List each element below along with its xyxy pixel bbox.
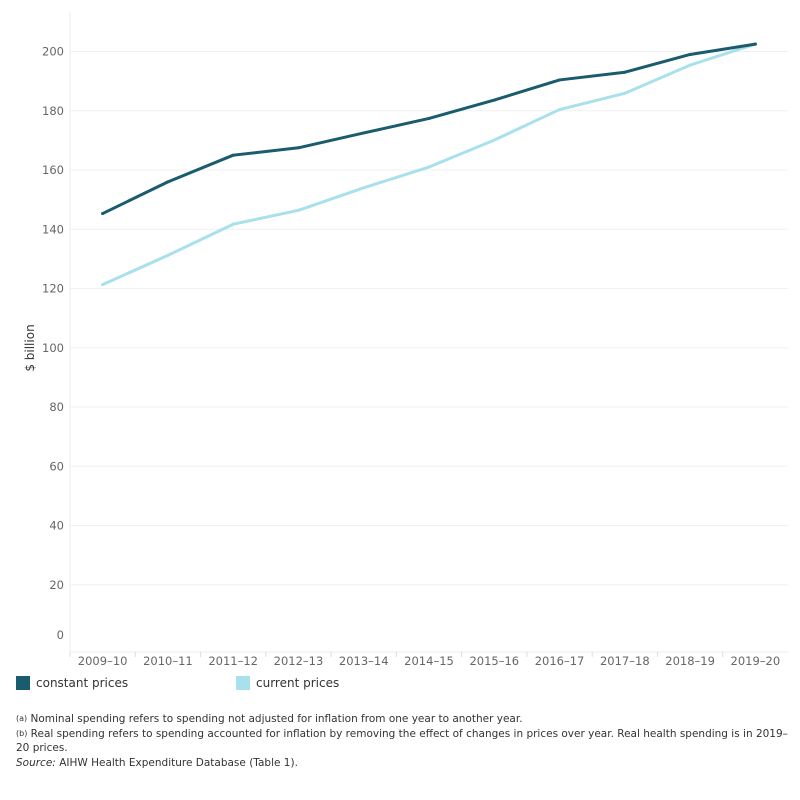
y-tick-label: 80	[49, 400, 64, 414]
data-point	[166, 253, 170, 257]
y-tick-label: 200	[42, 45, 64, 59]
note-marker: (b)	[16, 728, 28, 738]
data-point	[231, 222, 235, 226]
data-point	[688, 52, 692, 56]
x-tick-label: 2018–19	[665, 654, 715, 668]
data-point	[296, 146, 300, 150]
data-point	[558, 78, 562, 82]
y-tick-label: 20	[49, 578, 64, 592]
data-point	[753, 42, 757, 46]
data-point	[427, 165, 431, 169]
x-tick-label: 2019–20	[731, 654, 781, 668]
x-tick-label: 2010–11	[143, 654, 193, 668]
data-point	[296, 208, 300, 212]
data-point	[362, 186, 366, 190]
data-point	[492, 138, 496, 142]
x-tick-label: 2013–14	[339, 654, 389, 668]
data-point	[623, 91, 627, 95]
x-tick-label: 2011–12	[208, 654, 258, 668]
note-a: (a) Nominal spending refers to spending …	[16, 712, 791, 727]
x-tick-label: 2016–17	[535, 654, 585, 668]
x-tick-label: 2014–15	[404, 654, 454, 668]
legend-item-current[interactable]: current prices	[236, 676, 339, 690]
data-point	[427, 116, 431, 120]
source-text: AIHW Health Expenditure Database (Table …	[59, 756, 298, 769]
y-tick-label: 160	[42, 163, 64, 177]
y-tick-label: 180	[42, 104, 64, 118]
data-point	[492, 98, 496, 102]
data-point	[101, 283, 105, 287]
legend-label: constant prices	[36, 676, 129, 690]
note-b: (b) Real spending refers to spending acc…	[16, 727, 791, 756]
data-point	[558, 108, 562, 112]
series-line-current-prices	[101, 42, 757, 287]
data-point	[101, 212, 105, 216]
y-tick-label: 120	[42, 282, 64, 296]
y-axis-label: $ billion	[23, 324, 37, 371]
series-line-constant-prices	[101, 42, 757, 216]
legend-label: current prices	[256, 676, 340, 690]
x-tick-label: 2009–10	[78, 654, 128, 668]
footnotes: (a) Nominal spending refers to spending …	[16, 712, 791, 770]
x-tick-label: 2015–16	[469, 654, 519, 668]
y-tick-label: 60	[49, 459, 64, 473]
legend-item-constant[interactable]: constant prices	[16, 676, 128, 690]
x-tick-label: 2012–13	[274, 654, 324, 668]
note-text: Real spending refers to spending account…	[16, 727, 788, 755]
data-point	[362, 131, 366, 135]
y-tick-label: 40	[49, 519, 64, 533]
source-note: Source: AIHW Health Expenditure Database…	[16, 756, 791, 771]
y-tick-label: 0	[57, 628, 64, 642]
x-tick-label: 2017–18	[600, 654, 650, 668]
legend-swatch	[16, 676, 30, 690]
line-chart: 0 20 40 60 80 100 120 140 160 180 200 2009–10 2010–…	[23, 12, 788, 668]
data-point	[231, 153, 235, 157]
legend-swatch	[236, 676, 250, 690]
data-point	[688, 63, 692, 67]
y-tick-label: 140	[42, 222, 64, 236]
data-point	[623, 70, 627, 74]
y-tick-label: 100	[42, 341, 64, 355]
note-text: Nominal spending refers to spending not …	[30, 713, 523, 725]
source-label: Source:	[16, 756, 56, 769]
note-marker: (a)	[16, 714, 28, 723]
data-point	[166, 180, 170, 184]
